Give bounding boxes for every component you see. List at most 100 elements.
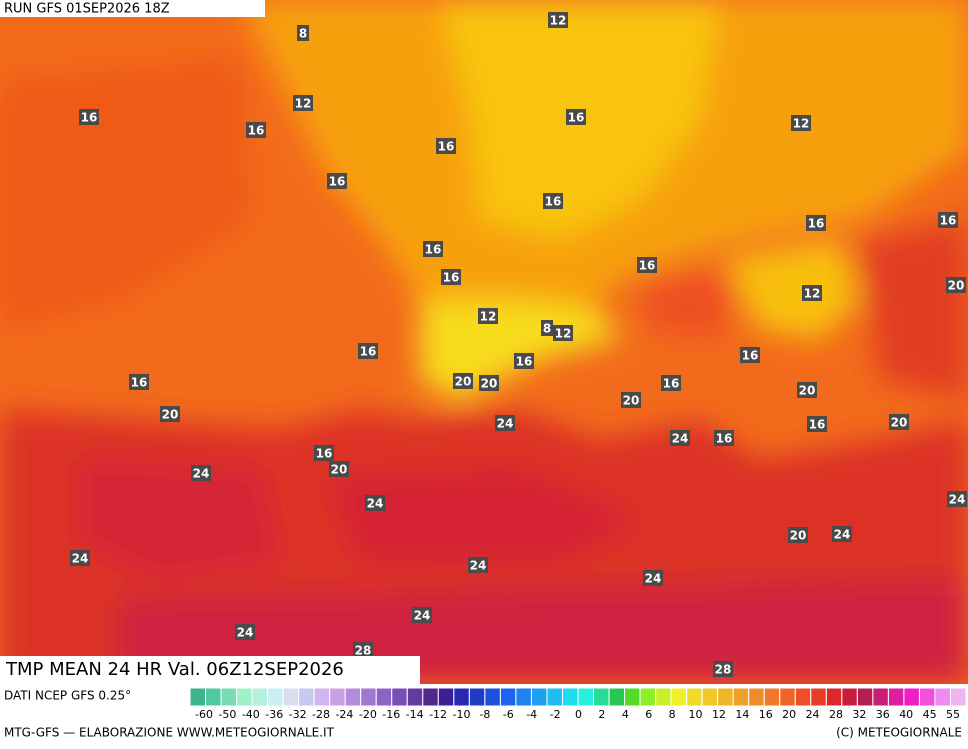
scale-swatch <box>329 687 346 707</box>
scale-swatch <box>205 687 222 707</box>
map-title: TMP MEAN 24 HR Val. 06Z12SEP2026 <box>5 659 344 680</box>
contour-label: 12 <box>550 14 567 28</box>
contour-label-box <box>314 445 334 461</box>
scale-label: -10 <box>452 708 470 721</box>
contour-label-box <box>713 661 733 677</box>
scale-label: 24 <box>806 708 820 721</box>
scale-label: 16 <box>759 708 773 721</box>
scale-label: -20 <box>359 708 377 721</box>
contour-label: 16 <box>716 432 733 446</box>
scale-label: 32 <box>852 708 866 721</box>
contour-label-box <box>293 95 313 111</box>
scale-swatch <box>887 687 905 707</box>
contour-label-box <box>436 138 456 154</box>
scale-swatch <box>360 687 377 707</box>
scale-label: 12 <box>712 708 726 721</box>
contour-label-box <box>479 375 499 391</box>
scale-swatch <box>189 687 207 707</box>
contour-label-box <box>832 526 852 542</box>
scale-swatch <box>375 687 393 707</box>
contour-label: 20 <box>799 384 816 398</box>
contour-label-box <box>358 343 378 359</box>
scale-swatch <box>655 687 672 707</box>
scale-swatch <box>686 687 703 707</box>
contour-label: 20 <box>481 377 498 391</box>
scale-swatch <box>701 687 719 707</box>
contour-label: 12 <box>295 97 312 111</box>
scale-swatch <box>825 687 843 707</box>
contour-label-box <box>740 347 760 363</box>
temperature-field <box>0 0 968 684</box>
contour-label: 16 <box>516 355 533 369</box>
contour-label: 20 <box>455 375 472 389</box>
contour-label: 24 <box>367 497 384 511</box>
scale-swatch <box>406 687 424 707</box>
contour-label: 24 <box>497 417 514 431</box>
scale-swatch <box>267 687 284 707</box>
contour-label: 12 <box>555 327 572 341</box>
scale-swatch <box>313 687 331 707</box>
scale-swatch <box>593 687 610 707</box>
contour-label: 20 <box>790 529 807 543</box>
contour-label-box <box>365 495 385 511</box>
contour-label: 12 <box>793 117 810 131</box>
contour-label: 16 <box>329 175 346 189</box>
contour-label: 16 <box>360 345 377 359</box>
contour-label-box <box>637 257 657 273</box>
contour-label-box <box>441 269 461 285</box>
scale-swatch <box>670 687 688 707</box>
scale-swatch <box>856 687 874 707</box>
scale-label: 10 <box>689 708 703 721</box>
contour-label: 24 <box>72 552 89 566</box>
scale-label: -24 <box>335 708 353 721</box>
contour-label: 16 <box>809 418 826 432</box>
contour-label: 24 <box>193 467 210 481</box>
header-box <box>0 0 265 17</box>
contour-label-box <box>246 122 266 138</box>
scale-label: -6 <box>503 708 514 721</box>
scale-label: -12 <box>429 708 447 721</box>
color-scale: -60 -50 -40 -36 -32 -28 -24 -20 -16 -14 -12 -10 -8 -6… <box>189 687 967 721</box>
contour-label: 16 <box>742 349 759 363</box>
contour-label-box <box>806 215 826 231</box>
scale-label: 8 <box>669 708 676 721</box>
contour-label: 16 <box>568 111 585 125</box>
contour-label: 8 <box>299 27 307 41</box>
scale-swatch <box>484 687 501 707</box>
scale-swatch <box>391 687 408 707</box>
scale-label: -28 <box>312 708 330 721</box>
run-info: RUN GFS 01SEP2026 18Z <box>4 2 170 17</box>
scale-label: -4 <box>526 708 537 721</box>
contour-label: 16 <box>81 111 98 125</box>
contour-label: 20 <box>162 408 179 422</box>
contour-label-box <box>423 241 443 257</box>
scale-swatch <box>499 687 517 707</box>
contour-label: 24 <box>645 572 662 586</box>
contour-label: 16 <box>248 124 265 138</box>
scale-label: -14 <box>406 708 424 721</box>
scale-swatch <box>639 687 657 707</box>
scale-label: -8 <box>479 708 490 721</box>
contour-label: 24 <box>237 626 254 640</box>
contour-label-box <box>235 624 255 640</box>
contour-label: 16 <box>131 376 148 390</box>
contour-label-box <box>468 557 488 573</box>
scale-swatch <box>949 687 967 707</box>
contour-label: 16 <box>940 214 957 228</box>
scale-swatch <box>732 687 750 707</box>
contour-label: 16 <box>438 140 455 154</box>
contour-label-box <box>946 277 966 293</box>
contour-label-box <box>70 550 90 566</box>
scale-swatch <box>903 687 920 707</box>
contour-label-box <box>160 406 180 422</box>
contour-label: 12 <box>480 310 497 324</box>
scale-label: 55 <box>946 708 960 721</box>
scale-swatch <box>872 687 889 707</box>
scale-swatch <box>422 687 439 707</box>
contour-label: 24 <box>414 609 431 623</box>
contour-label-box <box>670 430 690 446</box>
contour-label: 20 <box>331 463 348 477</box>
